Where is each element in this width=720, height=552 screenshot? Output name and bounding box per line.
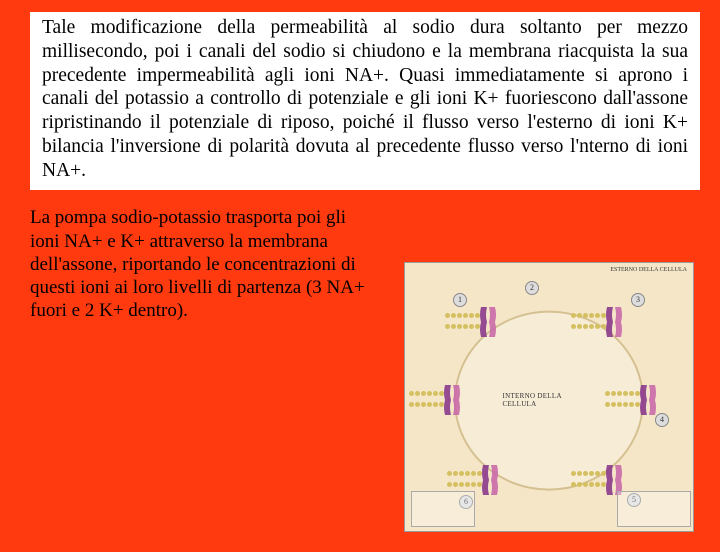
paragraph-sodium-permeability: Tale modificazione della permeabilità al… [42,16,688,182]
lipid-bilayer-4 [447,471,487,489]
label-outside-cell: ESTERNO DELLA CELLULA [610,267,687,274]
sodium-potassium-pump-diagram: INTERNO DELLA CELLULA ESTERNO DELLA CELL… [404,262,694,532]
step-label-3: 3 [631,293,645,307]
label-inside-cell: INTERNO DELLA CELLULA [503,393,596,408]
lipid-bilayer-2 [445,313,485,331]
lipid-bilayer-1 [571,313,611,331]
step-label-4: 4 [655,413,669,427]
lipid-bilayer-0 [605,391,645,409]
step-label-2: 2 [525,281,539,295]
diagram-caption-box-0 [411,491,475,527]
main-text-box: Tale modificazione della permeabilità al… [30,12,700,190]
paragraph-sodium-potassium-pump: La pompa sodio-potassio trasporta poi gl… [30,206,375,322]
step-label-1: 1 [453,293,467,307]
diagram-caption-box-1 [617,491,691,527]
lipid-bilayer-5 [571,471,611,489]
lipid-bilayer-3 [409,391,449,409]
